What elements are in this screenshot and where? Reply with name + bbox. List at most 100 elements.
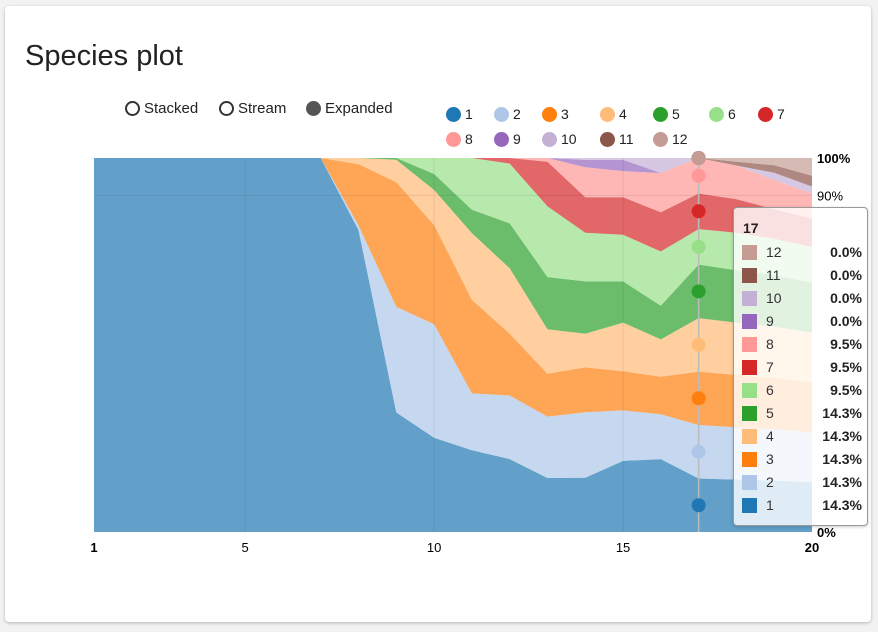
tooltip-value: 14.3% bbox=[822, 405, 862, 421]
stacked-option[interactable]: Stacked bbox=[125, 100, 198, 117]
x-tick-label: 20 bbox=[805, 540, 819, 555]
series-area-5[interactable] bbox=[94, 158, 812, 340]
y-tick-label: 0% bbox=[817, 525, 836, 540]
stream-label: Stream bbox=[238, 100, 287, 117]
legend-dot-icon bbox=[446, 131, 461, 147]
legend-item-6[interactable]: 6 bbox=[709, 106, 736, 122]
legend-item-11[interactable]: 11 bbox=[600, 131, 634, 147]
legend-item-2[interactable]: 2 bbox=[494, 106, 521, 122]
tooltip-row-2: 2 14.3% bbox=[742, 472, 862, 492]
tooltip-swatch bbox=[742, 267, 757, 283]
stream-radio-icon bbox=[219, 101, 234, 116]
legend-label: 7 bbox=[777, 106, 785, 122]
hover-point-6 bbox=[691, 239, 706, 254]
legend-dot-icon bbox=[709, 106, 724, 122]
tooltip-key: 9 bbox=[766, 313, 774, 329]
tooltip-swatch bbox=[742, 428, 757, 444]
hover-point-3 bbox=[691, 391, 706, 406]
hover-point-8 bbox=[691, 168, 706, 183]
y-tick-label: 90% bbox=[817, 188, 843, 203]
legend-label: 3 bbox=[561, 106, 569, 122]
chart-title: Species plot bbox=[25, 40, 183, 72]
expanded-label: Expanded bbox=[325, 100, 393, 117]
x-tick-label: 15 bbox=[616, 540, 630, 555]
tooltip-value: 9.5% bbox=[830, 359, 862, 375]
legend-label: 12 bbox=[672, 131, 688, 147]
tooltip-swatch bbox=[742, 290, 757, 306]
tooltip-key: 10 bbox=[766, 290, 782, 306]
legend-item-5[interactable]: 5 bbox=[653, 106, 680, 122]
y-tick-label: 100% bbox=[817, 151, 851, 166]
x-tick-label: 1 bbox=[90, 540, 97, 555]
tooltip-swatch bbox=[742, 359, 757, 375]
legend-label: 1 bbox=[465, 106, 473, 122]
tooltip-swatch bbox=[742, 313, 757, 329]
legend-dot-icon bbox=[653, 131, 668, 147]
x-tick-label: 5 bbox=[242, 540, 249, 555]
series-area-3[interactable] bbox=[94, 158, 812, 433]
expanded-option[interactable]: Expanded bbox=[306, 100, 393, 117]
tooltip-value: 0.0% bbox=[830, 313, 862, 329]
tooltip-value: 14.3% bbox=[822, 474, 862, 490]
hover-point-2 bbox=[691, 444, 706, 459]
legend-label: 4 bbox=[619, 106, 627, 122]
tooltip-key: 1 bbox=[766, 497, 774, 513]
stream-option[interactable]: Stream bbox=[219, 100, 286, 117]
series-area-7[interactable] bbox=[94, 158, 812, 252]
legend-dot-icon bbox=[542, 106, 557, 122]
expanded-radio-icon bbox=[306, 101, 321, 116]
legend-item-3[interactable]: 3 bbox=[542, 106, 569, 122]
legend-label: 8 bbox=[465, 131, 473, 147]
series-area-1[interactable] bbox=[94, 158, 812, 532]
legend-dot-icon bbox=[542, 131, 557, 147]
tooltip-value: 14.3% bbox=[822, 451, 862, 467]
tooltip-key: 11 bbox=[766, 267, 781, 283]
tooltip-row-6: 6 9.5% bbox=[742, 380, 862, 400]
hover-point-1 bbox=[691, 498, 706, 513]
chart-legend: 1 2 3 4 5 6 7 8 9 10 11 12 bbox=[0, 0, 878, 160]
tooltip-value: 0.0% bbox=[830, 290, 862, 306]
tooltip-row-11: 11 0.0% bbox=[742, 265, 862, 285]
tooltip-swatch bbox=[742, 451, 757, 467]
tooltip-row-1: 1 14.3% bbox=[742, 495, 862, 515]
tooltip-row-7: 7 9.5% bbox=[742, 357, 862, 377]
legend-item-12[interactable]: 12 bbox=[653, 131, 688, 147]
chart-tooltip: 17 12 0.0% 11 0.0% 10 0.0% 9 0.0% 8 9.5% 7 9.5% 6 9.5… bbox=[733, 207, 868, 526]
tooltip-swatch bbox=[742, 382, 757, 398]
tooltip-swatch bbox=[742, 474, 757, 490]
tooltip-swatch bbox=[742, 244, 757, 260]
tooltip-key: 3 bbox=[766, 451, 774, 467]
legend-label: 10 bbox=[561, 131, 577, 147]
tooltip-key: 2 bbox=[766, 474, 774, 490]
legend-item-4[interactable]: 4 bbox=[600, 106, 627, 122]
tooltip-value: 0.0% bbox=[830, 267, 862, 283]
legend-label: 6 bbox=[728, 106, 736, 122]
tooltip-swatch bbox=[742, 336, 757, 352]
tooltip-swatch bbox=[742, 405, 757, 421]
x-tick-label: 10 bbox=[427, 540, 441, 555]
series-area-9[interactable] bbox=[94, 158, 812, 194]
legend-label: 11 bbox=[619, 131, 634, 147]
legend-dot-icon bbox=[446, 106, 461, 122]
series-area-8[interactable] bbox=[94, 158, 812, 219]
series-area-6[interactable] bbox=[94, 158, 812, 306]
legend-label: 2 bbox=[513, 106, 521, 122]
legend-item-1[interactable]: 1 bbox=[446, 106, 473, 122]
legend-item-7[interactable]: 7 bbox=[758, 106, 785, 122]
tooltip-value: 0.0% bbox=[830, 244, 862, 260]
legend-dot-icon bbox=[494, 131, 509, 147]
hover-point-12 bbox=[691, 151, 706, 165]
tooltip-key: 8 bbox=[766, 336, 774, 352]
stacked-radio-icon bbox=[125, 101, 140, 116]
legend-item-10[interactable]: 10 bbox=[542, 131, 577, 147]
legend-dot-icon bbox=[653, 106, 668, 122]
tooltip-value: 14.3% bbox=[822, 497, 862, 513]
tooltip-swatch bbox=[742, 497, 757, 513]
legend-item-8[interactable]: 8 bbox=[446, 131, 473, 147]
tooltip-key: 12 bbox=[766, 244, 782, 260]
legend-item-9[interactable]: 9 bbox=[494, 131, 521, 147]
legend-label: 9 bbox=[513, 131, 521, 147]
series-area-12[interactable] bbox=[94, 158, 812, 176]
tooltip-row-9: 9 0.0% bbox=[742, 311, 862, 331]
